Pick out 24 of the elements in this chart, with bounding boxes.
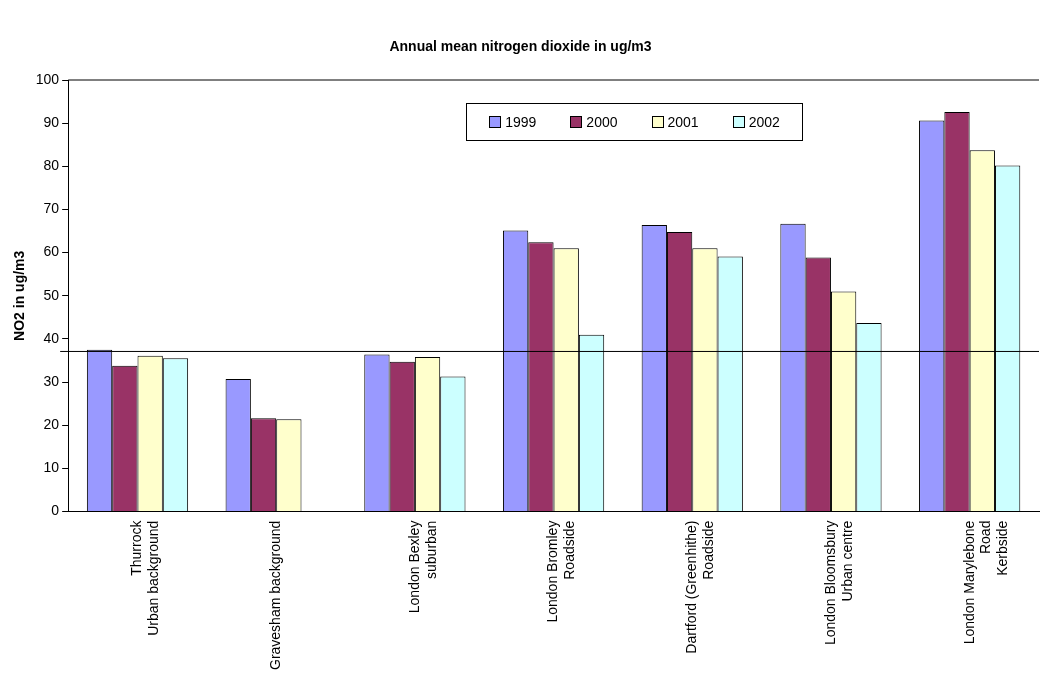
x-tick-label: London Bromley Roadside bbox=[544, 520, 578, 623]
x-tick-label: London Marylebone Road Kerbside bbox=[960, 520, 1011, 645]
x-tick-label: Gravesham background bbox=[267, 520, 284, 671]
y-tick-label: 90 bbox=[43, 114, 60, 131]
chart-title: Annual mean nitrogen dioxide in ug/m3 bbox=[388, 38, 653, 54]
x-tick-label: Dartford (Greenhithe) Roadside bbox=[683, 520, 716, 654]
y-tick-label: 60 bbox=[43, 243, 60, 260]
y-tick-label: 40 bbox=[43, 329, 60, 346]
x-tick-label: Thurrock Urban background bbox=[128, 519, 162, 636]
y-tick-label: 10 bbox=[43, 459, 60, 476]
legend-label: 2001 bbox=[666, 114, 699, 130]
y-tick-label: 20 bbox=[43, 416, 60, 433]
legend-label: 1999 bbox=[504, 114, 537, 130]
y-tick-label: 100 bbox=[35, 70, 60, 87]
y-tick-label: 70 bbox=[43, 200, 60, 217]
x-tick-label: London Bloomsbury Urban centre bbox=[821, 520, 855, 646]
y-tick-label: 50 bbox=[43, 286, 60, 303]
y-tick-label: 80 bbox=[43, 157, 60, 174]
legend-label: 2002 bbox=[747, 114, 780, 130]
x-tick-label: London Bexley suburban bbox=[405, 520, 439, 614]
y-axis-title: NO2 in ug/m3 bbox=[11, 250, 28, 341]
legend-label: 2000 bbox=[585, 114, 618, 130]
y-tick-label: 30 bbox=[43, 372, 60, 389]
y-tick-label: 0 bbox=[51, 502, 60, 519]
